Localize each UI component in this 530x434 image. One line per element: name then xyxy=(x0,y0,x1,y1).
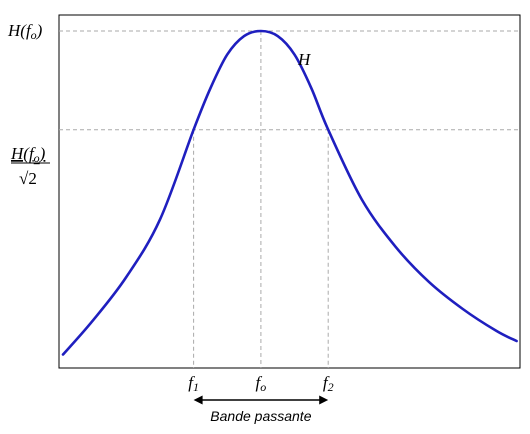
curve-label-h: H xyxy=(297,50,312,69)
plot-frame xyxy=(58,14,521,369)
x-tick-label-f1: f1 xyxy=(188,373,199,394)
x-tick-label-f2: f2 xyxy=(323,373,334,394)
x-tick-label-fo: fo xyxy=(256,373,267,394)
svg-text:√2: √2 xyxy=(19,169,37,188)
bandwidth-arrow xyxy=(193,395,329,405)
y-label-half-power: H(fo) √2 xyxy=(10,144,50,188)
bandwidth-label: Bande passante xyxy=(210,408,311,424)
series-line-h xyxy=(61,29,518,356)
svg-text:H(fo): H(fo) xyxy=(10,144,46,165)
y-label-peak: H(fo) xyxy=(7,21,43,42)
